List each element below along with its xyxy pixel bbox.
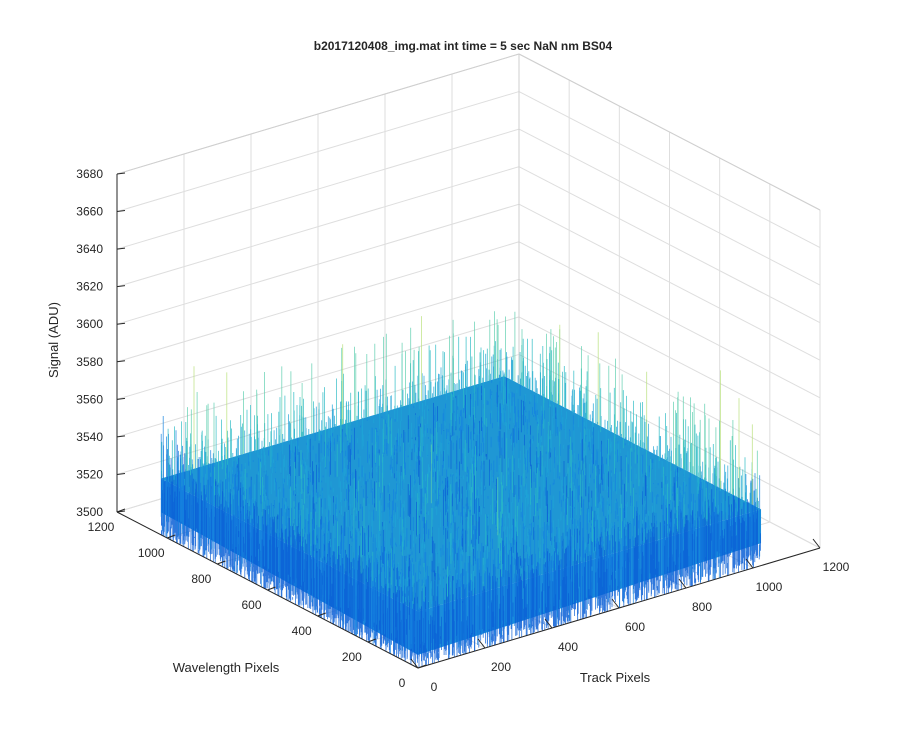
z-tick-label: 3660 — [76, 205, 103, 219]
z-tick-mark — [116, 435, 126, 438]
x-tick-mark — [678, 578, 687, 589]
y-axis-label: Wavelength Pixels — [173, 660, 280, 675]
z-tick-label: 3500 — [76, 505, 103, 519]
z-tick-mark — [116, 172, 126, 175]
surface-noise-band-4 — [187, 311, 758, 536]
y-tick-label: 800 — [191, 572, 211, 586]
top-back-edge-right — [518, 53, 821, 211]
y-tick-label: 1200 — [88, 520, 115, 534]
x-tick-mark — [812, 538, 821, 549]
y-tick-label: 1000 — [138, 546, 165, 560]
tick-labels: 0 200 400 600 800 1000 1200 0 200 400 600 800 1000 12… — [76, 167, 849, 694]
x-tick-label: 800 — [692, 600, 712, 614]
y-tick-mark — [267, 586, 276, 591]
x-tick-mark — [611, 598, 620, 609]
z-tick-label: 3520 — [76, 467, 103, 481]
z-axis-label: Signal (ADU) — [46, 302, 61, 378]
surface-mesh — [160, 311, 762, 668]
z-tick-label: 3640 — [76, 242, 103, 256]
z-tick-label: 3600 — [76, 317, 103, 331]
right-wall-gridline-z — [518, 128, 821, 286]
right-wall-gridline-z — [518, 278, 821, 436]
left-wall-gridline-z — [116, 91, 520, 213]
z-tick-label: 3540 — [76, 430, 103, 444]
x-tick-label: 200 — [491, 660, 511, 674]
z-tick-mark — [116, 210, 126, 213]
left-wall-gridline-z — [116, 353, 520, 475]
y-tick-mark — [317, 612, 326, 617]
left-wall-gridline-z — [116, 241, 520, 363]
z-tick-label: 3620 — [76, 280, 103, 294]
y-tick-mark — [417, 664, 427, 669]
z-tick-label: 3680 — [76, 167, 103, 181]
z-tick-mark — [116, 472, 126, 475]
z-tick-mark — [116, 510, 126, 513]
x-tick-label: 0 — [431, 680, 438, 694]
right-wall-gridline-z — [518, 203, 821, 361]
top-back-edge-left — [116, 53, 520, 175]
y-tick-label: 200 — [342, 650, 362, 664]
right-wall-gridline-z — [518, 91, 821, 248]
x-axis-label: Track Pixels — [580, 670, 651, 685]
left-wall-gridline-z — [116, 278, 520, 400]
left-wall-gridline-z — [116, 203, 520, 325]
z-tick-mark — [116, 360, 126, 363]
y-tick-mark — [217, 560, 226, 565]
z-tick-label: 3580 — [76, 355, 103, 369]
x-tick-mark — [745, 558, 754, 569]
surface-noise-band-5 — [193, 316, 753, 505]
z-tick-mark — [116, 397, 126, 400]
x-tick-mark — [477, 638, 486, 649]
chart-title: b2017120408_img.mat int time = 5 sec NaN… — [314, 39, 613, 53]
left-wall-gridline-z — [116, 128, 520, 250]
y-tick-label: 400 — [292, 624, 312, 638]
x-tick-label: 600 — [625, 620, 645, 634]
x-tick-label: 1000 — [756, 580, 783, 594]
y-tick-mark — [166, 534, 176, 539]
right-wall-gridline-z — [518, 354, 821, 511]
z-tick-mark — [116, 322, 126, 325]
x-tick-label: 1200 — [823, 560, 850, 574]
x-tick-label: 400 — [558, 640, 578, 654]
surface-noise-band-3 — [161, 336, 753, 604]
x-tick-mark — [544, 618, 553, 629]
z-tick-mark — [116, 285, 126, 288]
right-wall-gridline-z — [518, 316, 821, 474]
left-wall-gridline-z — [116, 166, 520, 288]
y-tick-label: 600 — [241, 598, 261, 612]
right-wall-gridline-z — [518, 166, 821, 324]
left-wall-gridline-z — [116, 316, 520, 438]
right-wall-gridline-z — [518, 241, 821, 399]
y-tick-label: 0 — [399, 676, 406, 690]
z-tick-label: 3560 — [76, 392, 103, 406]
surface-noise-band-2 — [168, 349, 759, 609]
y-tick-mark — [367, 638, 377, 643]
z-tick-mark — [116, 247, 126, 250]
x-tick-mark — [410, 658, 419, 669]
